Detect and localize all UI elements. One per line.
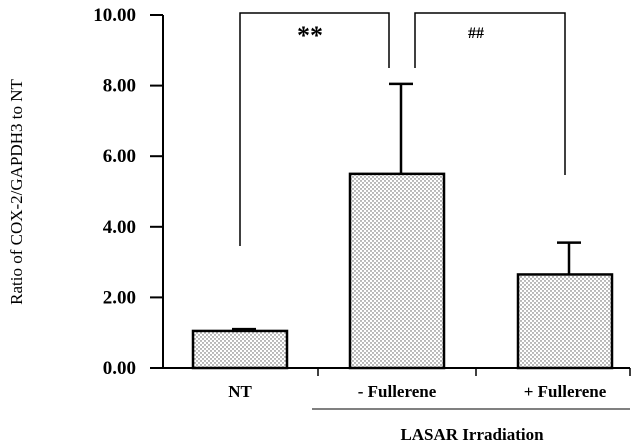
- y-tick-label: 0.00: [103, 358, 136, 379]
- y-axis-title: Ratio of COX-2/GAPDH3 to NT: [7, 79, 26, 305]
- category-label: - Fullerene: [358, 382, 437, 401]
- category-label: + Fullerene: [524, 382, 607, 401]
- bar: [516, 273, 614, 370]
- significance-bracket: [414, 12, 566, 175]
- group-label: LASAR Irradiation: [400, 425, 544, 444]
- plot-area: 0.00 2.00 4.00 6.00 8.00 10.00 NT - Fullerene + …: [93, 5, 631, 410]
- y-tick-label: 2.00: [103, 287, 136, 308]
- bar: [191, 329, 289, 370]
- significance-label: ##: [468, 25, 484, 42]
- category-label: NT: [228, 382, 252, 401]
- y-tick-label: 6.00: [103, 146, 136, 167]
- y-tick-label: 8.00: [103, 76, 136, 97]
- y-tick-label: 10.00: [93, 5, 136, 26]
- significance-label: **: [297, 21, 323, 50]
- y-tick-label: 4.00: [103, 217, 136, 238]
- bar: [348, 172, 446, 370]
- significance-bracket: [239, 12, 390, 246]
